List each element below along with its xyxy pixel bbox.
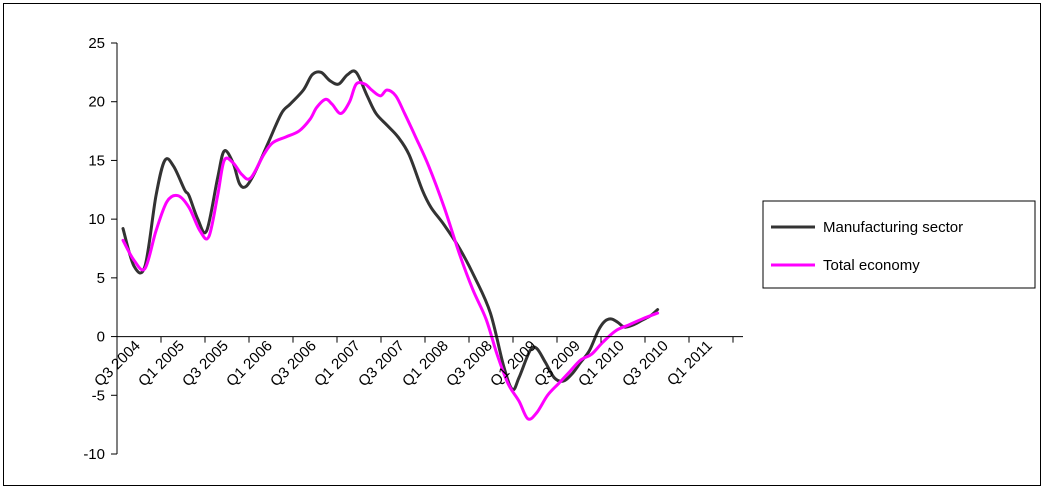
x-tick-label: Q3 2006 bbox=[267, 337, 320, 390]
y-tick-label: -5 bbox=[92, 387, 105, 404]
legend-box bbox=[762, 200, 1036, 289]
x-tick-label: Q3 2010 bbox=[619, 337, 672, 390]
legend-label-total-economy: Total economy bbox=[823, 257, 920, 274]
y-tick-label: 25 bbox=[88, 35, 105, 52]
y-tick-label: 5 bbox=[97, 270, 105, 287]
legend: Manufacturing sector Total economy bbox=[762, 200, 1036, 289]
x-tick-label: Q3 2005 bbox=[179, 337, 232, 390]
y-tick-label: 0 bbox=[97, 329, 105, 346]
y-tick-label: 10 bbox=[88, 211, 105, 228]
y-tick-label: -10 bbox=[83, 446, 105, 463]
plot-area bbox=[121, 69, 660, 421]
y-tick-label: 15 bbox=[88, 152, 105, 169]
series-line-total-economy bbox=[121, 81, 660, 421]
series-line-manufacturing-sector bbox=[121, 69, 660, 392]
x-tick-label: Q1 2005 bbox=[135, 337, 188, 390]
y-tick-label: 20 bbox=[88, 94, 105, 111]
legend-label-manufacturing-sector: Manufacturing sector bbox=[823, 219, 963, 236]
x-tick-label: Q3 2008 bbox=[443, 337, 496, 390]
x-tick-label: Q1 2011 bbox=[664, 337, 716, 389]
x-tick-label: Q3 2007 bbox=[355, 337, 408, 390]
x-tick-label: Q1 2006 bbox=[223, 337, 276, 390]
x-tick-label: Q1 2007 bbox=[311, 337, 364, 390]
x-tick-label: Q1 2008 bbox=[399, 337, 452, 390]
